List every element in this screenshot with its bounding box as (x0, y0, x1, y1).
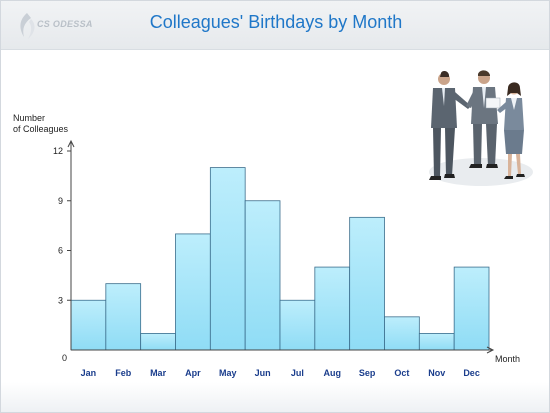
x-tick-label-jan: Jan (81, 368, 97, 378)
logo-text: CS ODESSA (37, 19, 93, 29)
x-tick-label-feb: Feb (115, 368, 132, 378)
business-people-handshake-icon (429, 70, 533, 186)
y-axis-label-line-2: of Colleagues (13, 124, 69, 134)
bar-mar (140, 333, 176, 351)
y-tick-label: 12 (53, 146, 63, 156)
bar-dec (453, 266, 490, 351)
zero-label: 0 (62, 353, 67, 363)
bar-nov (418, 333, 455, 351)
x-tick-label-sep: Sep (359, 368, 376, 378)
bars-layer (70, 167, 490, 351)
x-tick-label-mar: Mar (150, 368, 167, 378)
bar-feb (105, 283, 142, 351)
bar-oct (384, 316, 420, 351)
bar-jun (244, 200, 281, 351)
y-axis-arrow-icon (67, 139, 75, 148)
x-axis-label: Month (495, 354, 520, 364)
chart-title: Colleagues' Birthdays by Month (149, 12, 403, 32)
company-logo: CS ODESSA (15, 11, 95, 41)
bar-jan (70, 299, 107, 351)
y-tick-label: 6 (58, 246, 63, 256)
logo-mark-icon (20, 13, 35, 39)
x-tick-label-oct: Oct (394, 368, 409, 378)
bar-may (209, 167, 246, 351)
x-tick-label-apr: Apr (185, 368, 201, 378)
footer-band (1, 382, 549, 412)
labels-layer: 3 6 9 12 0 Jan Feb Mar Apr May Jun Jul Aug Sep Oct Nov D… (53, 146, 520, 378)
header-bar: CS ODESSA Colleagues' Birthdays by Month (1, 1, 549, 50)
y-axis-label: Number of Colleagues (13, 113, 68, 135)
bar-aug (314, 266, 351, 351)
x-tick-label-may: May (219, 368, 237, 378)
x-tick-label-jun: Jun (255, 368, 271, 378)
y-tick-label: 3 (58, 295, 63, 305)
x-tick-label-nov: Nov (428, 368, 445, 378)
y-tick-label: 9 (58, 196, 63, 206)
bar-sep (349, 216, 385, 351)
bar-apr (175, 233, 211, 351)
axes-layer (67, 139, 495, 354)
x-axis-arrow-icon (486, 346, 495, 354)
x-tick-label-aug: Aug (324, 368, 342, 378)
x-tick-label-dec: Dec (463, 368, 480, 378)
x-tick-label-jul: Jul (291, 368, 304, 378)
y-axis-label-line-1: Number (13, 113, 46, 123)
bar-jul (279, 299, 316, 351)
